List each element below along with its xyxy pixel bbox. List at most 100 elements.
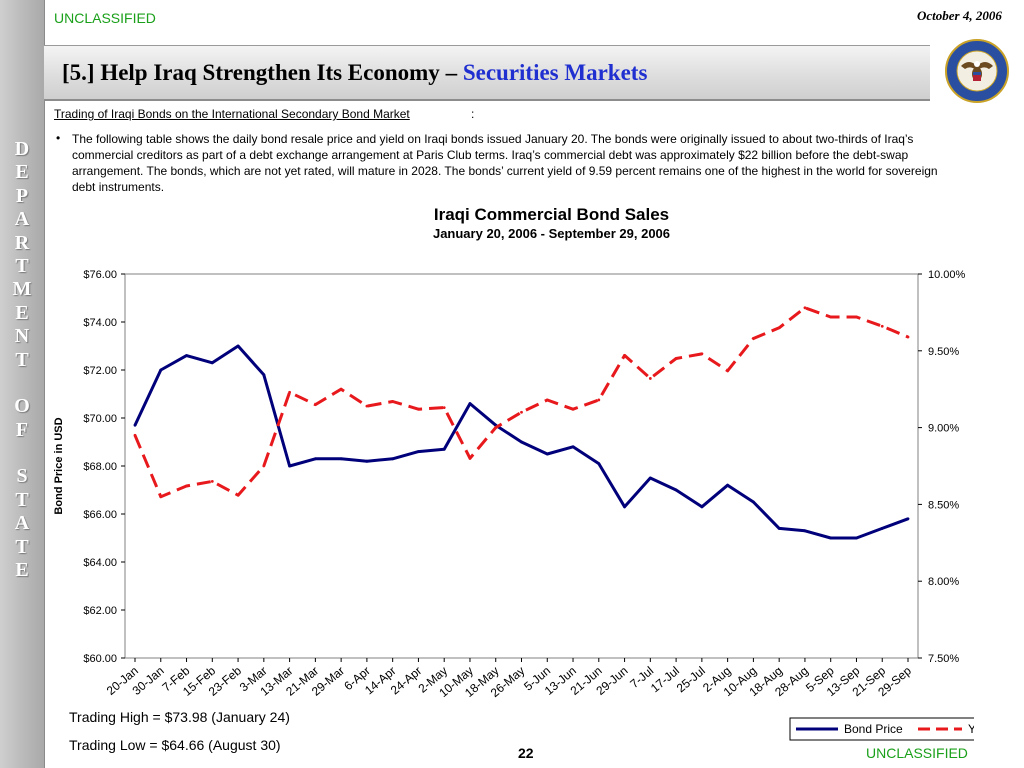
yield-point [468, 456, 472, 460]
yield-point [597, 398, 601, 402]
left-axis-tick-label: $72.00 [83, 365, 117, 377]
sidebar-letter: P [15, 184, 29, 207]
bond-price-point [313, 457, 317, 461]
yield-point [185, 484, 188, 488]
yield-point [648, 377, 652, 380]
bond-price-point [700, 505, 704, 509]
bond-price-point [571, 445, 575, 449]
bond-price-point [391, 457, 395, 461]
plot-area [124, 273, 919, 659]
sidebar-letter: E [15, 301, 29, 324]
slide-title-accent: Securities Markets [462, 60, 648, 85]
bond-price-point [674, 488, 678, 492]
bond-price-point [880, 527, 884, 530]
bond-price-point [545, 452, 549, 456]
trading-high-note: Trading High = $73.98 (January 24) [69, 709, 290, 725]
classification-top: UNCLASSIFIED [54, 10, 156, 26]
yield-point [777, 326, 781, 330]
bullet-paragraph: The following table shows the daily bond… [72, 132, 938, 194]
yield-point [545, 398, 549, 402]
legend-yield-label: Yield [968, 722, 974, 736]
right-axis-tick-label: 7.50% [928, 653, 959, 665]
left-axis-tick-label: $68.00 [83, 461, 117, 473]
bond-price-point [262, 373, 266, 377]
sidebar-letter: R [14, 231, 30, 254]
sidebar-letter: O [14, 395, 30, 418]
bond-price-point [159, 368, 163, 372]
left-axis-tick-label: $76.00 [83, 269, 117, 281]
bond-price-point [442, 447, 446, 451]
right-axis-tick-label: 8.50% [928, 499, 959, 511]
yield-point [339, 387, 343, 391]
right-axis-tick-label: 9.50% [928, 346, 959, 358]
bond-price-point [597, 462, 601, 465]
right-axis-tick-label: 10.00% [928, 269, 966, 281]
yield-line [133, 306, 909, 499]
yield-point [262, 464, 266, 468]
subtitle-colon: : [471, 107, 475, 121]
legend-bond-price-label: Bond Price [844, 722, 903, 736]
bond-price-point [829, 536, 833, 540]
yield-point [674, 357, 678, 360]
slide-title-separator: – [439, 60, 463, 85]
bond-price-point [133, 423, 137, 427]
slide-title: [5.] Help Iraq Strengthen Its Economy – … [62, 60, 647, 86]
trading-low-note: Trading Low = $64.66 (August 30) [69, 737, 281, 753]
subtitle: Trading of Iraqi Bonds on the Internatio… [54, 107, 410, 121]
yield-point [906, 335, 910, 339]
yield-point [623, 354, 626, 357]
sidebar-letter: E [15, 559, 29, 582]
sidebar-letter: A [14, 512, 30, 535]
bond-sales-chart: Iraqi Commercial Bond Sales January 20, 2… [53, 205, 974, 741]
title-bar: [5.] Help Iraq Strengthen Its Economy – … [44, 45, 930, 101]
yield-point [752, 337, 755, 340]
bond-price-point [623, 505, 626, 509]
yield-point [313, 403, 317, 406]
yield-point [442, 406, 446, 410]
left-axis-tick-label: $60.00 [83, 653, 117, 665]
bond-price-point [648, 476, 652, 480]
sidebar-letter: N [14, 325, 30, 348]
yield-point [571, 407, 575, 411]
sidebar-letter: T [15, 254, 29, 277]
page-number: 22 [518, 745, 534, 761]
yield-point [288, 390, 291, 394]
left-axis-tick-label: $66.00 [83, 509, 117, 521]
sidebar-letter: A [14, 208, 30, 231]
bond-price-point [339, 457, 343, 461]
bond-price-point [520, 440, 523, 444]
slide-date: October 4, 2006 [917, 8, 1002, 23]
x-axis-tick-label: 17-Jul [648, 664, 682, 696]
bond-price-point [906, 517, 910, 521]
sidebar-letter: E [15, 161, 29, 184]
sidebar-letter: M [12, 278, 32, 301]
left-axis-tick-label: $62.00 [83, 605, 117, 617]
department-seal-icon [945, 39, 1009, 103]
sidebar-letter: T [15, 348, 29, 371]
yield-point [417, 407, 420, 411]
yield-point [494, 426, 498, 429]
sidebar-letter: D [14, 138, 30, 160]
sidebar-letter: T [15, 535, 29, 558]
bond-price-point [365, 459, 369, 463]
yield-point [210, 479, 214, 483]
bond-price-point [752, 500, 755, 504]
left-axis-tick-label: $64.00 [83, 557, 117, 569]
chart-subtitle: January 20, 2006 - September 29, 2006 [433, 226, 670, 241]
legend-box [789, 717, 974, 741]
bond-price-point [236, 344, 240, 348]
bond-price-point [803, 529, 807, 533]
bond-price-point [777, 527, 781, 530]
sidebar-letter: F [15, 418, 29, 441]
sidebar-letter [0, 372, 44, 395]
yield-point [133, 433, 137, 437]
classification-bottom: UNCLASSIFIED [866, 745, 968, 761]
yield-point [880, 324, 884, 328]
yield-point [700, 352, 704, 356]
bond-price-point [417, 450, 420, 453]
bond-price-point [726, 483, 730, 487]
sidebar-letter [0, 442, 44, 465]
left-axis-tick-label: $70.00 [83, 413, 117, 425]
bond-price-point [288, 464, 291, 468]
